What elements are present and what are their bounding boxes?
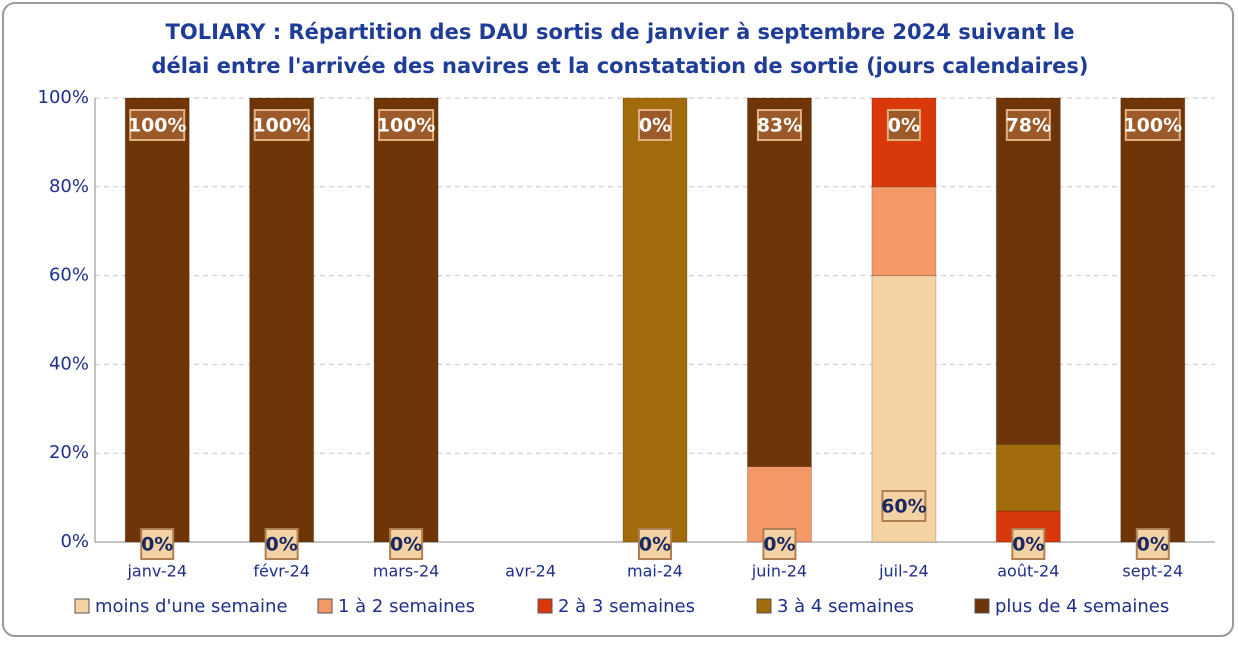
bar-segment <box>746 97 812 468</box>
data-label-box <box>140 528 175 560</box>
data-label-box <box>638 109 672 141</box>
data-label-box <box>1005 109 1051 141</box>
bar-segment <box>373 97 439 543</box>
y-tick-label: 80% <box>49 176 89 197</box>
data-label: 0% <box>390 534 422 556</box>
x-tick-label: mars-24 <box>373 562 439 581</box>
bar-segment <box>871 186 937 277</box>
data-label: 83% <box>757 115 802 137</box>
x-tick-label: mai-24 <box>627 562 683 581</box>
legend-swatch <box>74 598 90 614</box>
legend-label: 3 à 4 semaines <box>777 596 914 617</box>
data-label-box <box>1011 528 1046 560</box>
data-label-box <box>638 528 672 560</box>
bar-segment <box>124 97 190 543</box>
data-label: 0% <box>639 534 671 556</box>
legend-label: 1 à 2 semaines <box>338 596 475 617</box>
y-tick-label: 40% <box>49 353 89 374</box>
data-label: 100% <box>252 115 311 137</box>
y-tick-label: 100% <box>38 87 89 108</box>
data-label: 100% <box>377 115 436 137</box>
data-label-box <box>253 109 310 141</box>
x-tick-label: août-24 <box>997 562 1059 581</box>
x-tick-label: juin-24 <box>751 562 807 581</box>
bar-segment <box>1120 97 1186 543</box>
data-label-box <box>378 109 435 141</box>
legend-label: moins d'une semaine <box>95 596 288 617</box>
y-tick-label: 20% <box>49 442 89 463</box>
data-label: 0% <box>1012 534 1044 556</box>
y-tick-label: 60% <box>49 265 89 286</box>
x-tick-label: févr-24 <box>253 562 310 581</box>
bar-segment <box>622 97 688 543</box>
data-label-box <box>389 528 424 560</box>
chart-title: délai entre l'arrivée des navires et la … <box>151 54 1088 78</box>
data-label-box <box>756 109 802 141</box>
data-label-box <box>886 109 921 141</box>
data-label-box <box>1124 109 1181 141</box>
legend-swatch <box>756 598 772 614</box>
legend-label: 2 à 3 semaines <box>558 596 695 617</box>
bar-segment <box>249 97 315 543</box>
data-label: 78% <box>1006 115 1051 137</box>
data-label: 60% <box>881 496 926 518</box>
data-label: 0% <box>763 534 795 556</box>
data-label: 0% <box>888 115 920 137</box>
y-tick-label: 0% <box>60 531 89 552</box>
data-label-box <box>1135 528 1170 560</box>
data-label: 100% <box>1123 115 1182 137</box>
data-label-box <box>129 109 186 141</box>
data-label: 0% <box>266 534 298 556</box>
data-label: 100% <box>128 115 187 137</box>
x-tick-label: avr-24 <box>505 562 556 581</box>
legend-label: plus de 4 semaines <box>995 596 1169 617</box>
bar-segment <box>995 443 1061 512</box>
chart-title: TOLIARY : Répartition des DAU sortis de … <box>166 20 1075 44</box>
x-tick-label: juil-24 <box>878 562 929 581</box>
x-tick-label: janv-24 <box>126 562 187 581</box>
data-label-box <box>264 528 299 560</box>
data-label: 0% <box>1137 534 1169 556</box>
legend-swatch <box>974 598 990 614</box>
bar-segment <box>995 97 1061 445</box>
legend-swatch <box>317 598 333 614</box>
legend-swatch <box>537 598 553 614</box>
data-label-box <box>762 528 797 560</box>
data-label-box <box>881 490 927 522</box>
data-label: 0% <box>141 534 173 556</box>
data-label: 0% <box>639 115 671 137</box>
x-tick-label: sept-24 <box>1122 562 1183 581</box>
